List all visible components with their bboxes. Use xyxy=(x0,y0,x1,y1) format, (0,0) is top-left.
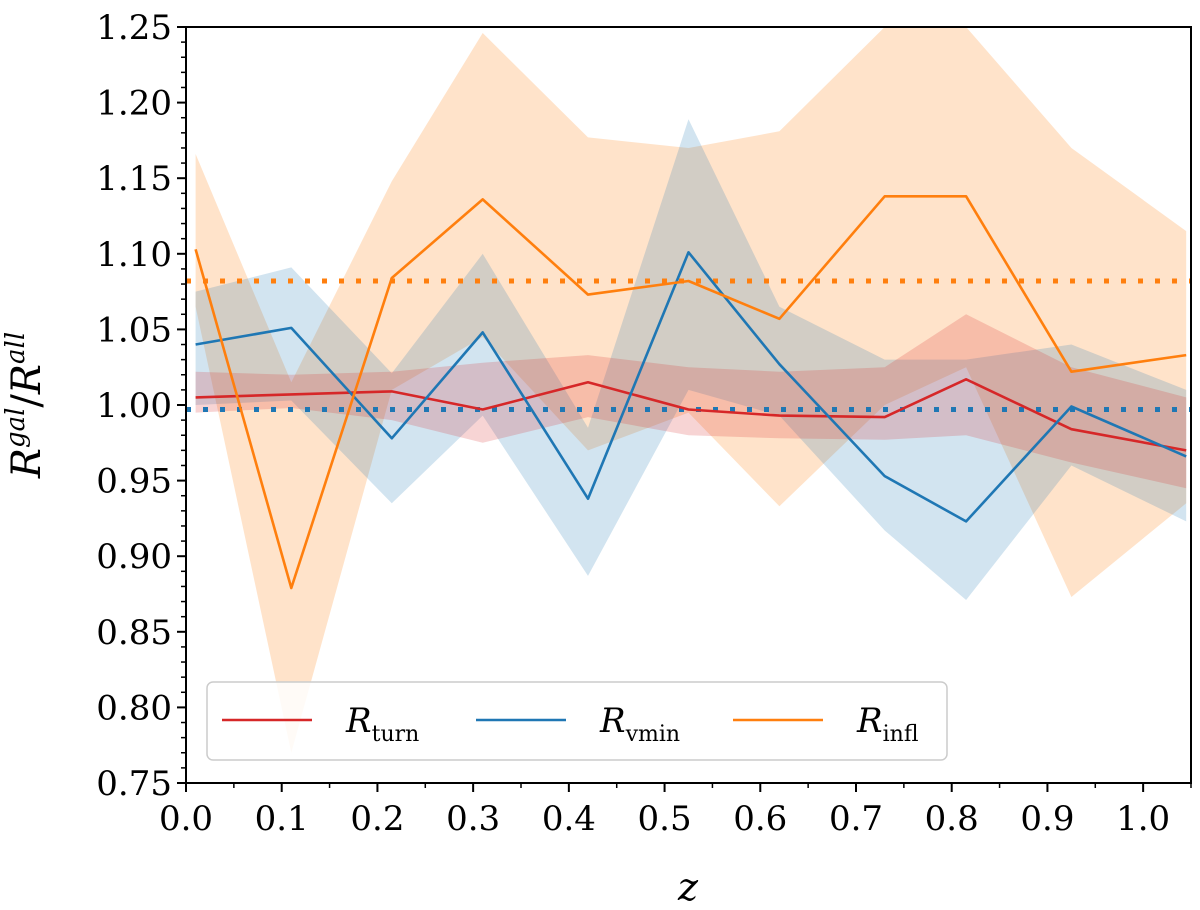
band-infl xyxy=(195,27,1187,753)
x-tick-label: 0.2 xyxy=(350,799,404,839)
legend-label-sub: vmin xyxy=(625,722,681,747)
y-tick-label: 1.15 xyxy=(96,159,172,199)
x-tick-label: 0.0 xyxy=(159,799,213,839)
y-tick-label: 0.95 xyxy=(96,462,172,502)
x-tick-label: 0.5 xyxy=(638,799,692,839)
svg-text:Rgal/Rall: Rgal/Rall xyxy=(1,332,50,479)
x-tick-label: 0.8 xyxy=(925,799,979,839)
y-axis: 0.75 0.80 0.85 0.90 0.95 1.00 1.05 1.10 1.15 1.20… xyxy=(96,8,186,804)
band-vmin xyxy=(195,119,1187,600)
y-axis-label-numerator: R xyxy=(4,448,50,479)
y-tick-label: 0.75 xyxy=(96,764,172,804)
series-line-infl xyxy=(194,195,1187,590)
y-axis-label: Rgal/Rall xyxy=(1,332,50,479)
y-axis-label-numerator-sup: gal xyxy=(1,408,31,448)
y-tick-label: 1.25 xyxy=(96,8,172,48)
y-axis-label-slash: / xyxy=(4,394,50,408)
x-tick-label: 0.1 xyxy=(255,799,309,839)
y-tick-label: 1.20 xyxy=(96,84,172,124)
series-lines xyxy=(194,195,1187,590)
legend-frame xyxy=(206,681,948,761)
x-tick-label: 0.6 xyxy=(733,799,787,839)
y-tick-label: 0.85 xyxy=(96,613,172,653)
legend-label-sub: turn xyxy=(372,722,420,747)
y-tick-label: 1.05 xyxy=(96,310,172,350)
legend-label-infl: Rinfl xyxy=(856,701,919,747)
y-axis-label-denominator: R xyxy=(4,364,50,395)
legend-label-main: R xyxy=(345,701,372,741)
error-bands xyxy=(195,27,1187,753)
band-turn xyxy=(195,314,1187,489)
y-tick-label: 1.00 xyxy=(96,386,172,426)
x-tick-label: 0.4 xyxy=(542,799,596,839)
series-line-vmin xyxy=(195,251,1187,523)
x-axis-label: z xyxy=(677,865,699,909)
mean-level-lines xyxy=(186,278,1191,413)
x-tick-label: 1.0 xyxy=(1116,799,1170,839)
y-tick-label: 0.80 xyxy=(96,688,172,728)
x-tick-label: 0.3 xyxy=(446,799,500,839)
legend-label-main: R xyxy=(856,701,883,741)
y-axis-label-denominator-sup: all xyxy=(1,332,31,364)
y-tick-label: 0.90 xyxy=(96,537,172,577)
series-line-turn xyxy=(195,377,1187,452)
x-tick-label: 0.7 xyxy=(829,799,883,839)
x-axis: 0.0 0.1 0.2 0.3 0.4 0.5 0.6 0.7 0.8 0.9 1.0 xyxy=(159,783,1192,839)
legend-label-turn: Rturn xyxy=(345,701,419,747)
x-tick-label: 0.9 xyxy=(1020,799,1074,839)
legend-label-vmin: Rvmin xyxy=(599,701,680,747)
legend: Rturn Rvmin Rinfl xyxy=(206,681,948,761)
legend-label-sub: infl xyxy=(883,722,919,747)
legend-label-main: R xyxy=(599,701,626,741)
y-tick-label: 1.10 xyxy=(96,235,172,275)
